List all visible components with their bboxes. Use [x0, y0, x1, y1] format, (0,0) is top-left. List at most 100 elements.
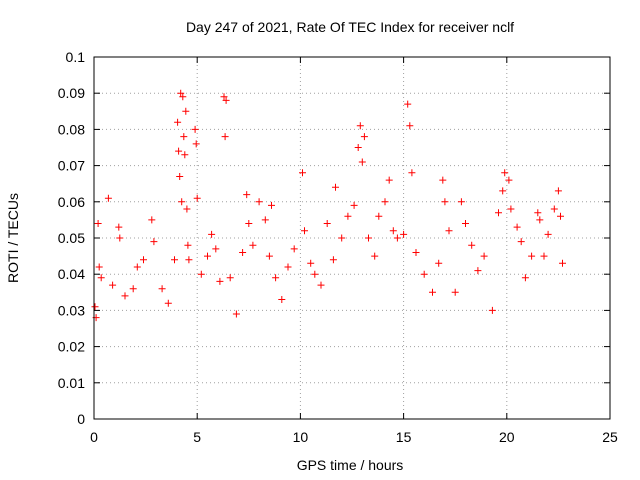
data-point	[185, 256, 193, 264]
data-point	[179, 93, 187, 101]
data-point	[183, 205, 191, 213]
data-point	[301, 227, 308, 235]
y-axis-label: ROTI / TECUs	[5, 193, 21, 283]
data-point	[177, 89, 185, 97]
data-point	[451, 288, 459, 296]
data-point	[389, 227, 397, 235]
data-point	[278, 296, 286, 303]
y-tick-label: 0.06	[58, 194, 85, 210]
data-point	[365, 234, 372, 242]
data-point	[354, 144, 362, 151]
data-point	[243, 191, 251, 199]
data-point	[91, 303, 99, 311]
data-point	[180, 133, 188, 141]
data-point	[381, 198, 389, 206]
data-point	[268, 201, 275, 209]
grid-lines	[94, 57, 610, 419]
data-point	[501, 169, 509, 177]
data-point	[420, 270, 428, 278]
x-tick-label: 20	[499, 429, 515, 445]
data-point	[404, 100, 412, 108]
data-point	[513, 223, 521, 231]
data-point	[261, 216, 269, 224]
data-point	[175, 147, 183, 155]
data-point	[204, 252, 211, 260]
y-tick-label: 0.03	[58, 302, 85, 318]
data-point	[536, 216, 544, 224]
data-point	[299, 169, 306, 177]
data-point	[554, 187, 562, 195]
data-point	[226, 274, 234, 282]
data-point	[488, 306, 496, 314]
y-tick-label: 0.1	[66, 49, 86, 65]
data-point	[158, 285, 166, 293]
data-point	[528, 252, 536, 260]
data-point	[284, 263, 292, 271]
data-point	[222, 96, 230, 104]
data-point	[329, 256, 337, 264]
data-point	[140, 256, 147, 264]
data-point	[385, 176, 393, 184]
data-point	[474, 267, 482, 275]
data-point	[239, 249, 247, 256]
data-point	[197, 270, 205, 278]
data-point	[323, 220, 331, 227]
data-point	[174, 118, 182, 126]
plot-frame	[93, 56, 611, 420]
data-point	[133, 263, 141, 271]
data-point	[435, 259, 443, 267]
data-point	[311, 270, 319, 278]
data-point	[249, 241, 257, 249]
data-point	[129, 285, 137, 293]
data-point	[406, 122, 414, 130]
data-point	[193, 194, 201, 202]
data-point	[109, 281, 117, 289]
y-tick-label: 0	[77, 411, 85, 427]
data-point	[216, 277, 224, 285]
data-point	[468, 241, 476, 249]
data-point	[429, 288, 436, 296]
data-point	[115, 223, 123, 231]
data-point	[150, 238, 158, 246]
y-tick-label: 0.02	[58, 339, 85, 355]
data-point	[255, 198, 263, 206]
data-point	[181, 151, 189, 159]
y-tick-label: 0.01	[58, 375, 85, 391]
data-point	[307, 259, 315, 267]
data-point	[360, 133, 368, 141]
data-point	[116, 234, 124, 242]
data-point	[94, 220, 102, 227]
data-point	[480, 252, 488, 260]
data-point	[344, 212, 352, 220]
data-point	[148, 216, 156, 224]
x-tick-label: 25	[602, 429, 618, 445]
data-point	[265, 252, 273, 260]
data-point	[534, 209, 542, 217]
data-point	[358, 158, 366, 166]
data-point	[232, 310, 240, 318]
data-point	[220, 93, 228, 101]
data-point	[462, 220, 469, 227]
data-point	[176, 173, 184, 180]
data-point	[212, 245, 220, 253]
data-point	[517, 238, 525, 246]
data-point	[191, 125, 199, 133]
data-point	[445, 227, 453, 235]
data-point	[499, 187, 507, 195]
data-point	[97, 274, 105, 282]
data-point	[439, 176, 447, 184]
data-point	[245, 220, 253, 227]
data-point	[332, 183, 339, 191]
data-point	[171, 256, 178, 264]
data-point	[507, 205, 515, 213]
data-point	[164, 299, 172, 307]
x-tick-label: 0	[90, 429, 98, 445]
y-tick-label: 0.04	[58, 266, 85, 282]
data-point	[317, 281, 325, 289]
data-point	[182, 107, 190, 115]
data-point	[192, 140, 200, 148]
x-axis-label: GPS time / hours	[297, 457, 404, 473]
data-point	[544, 230, 552, 238]
data-point	[356, 122, 364, 130]
data-point	[338, 234, 346, 242]
